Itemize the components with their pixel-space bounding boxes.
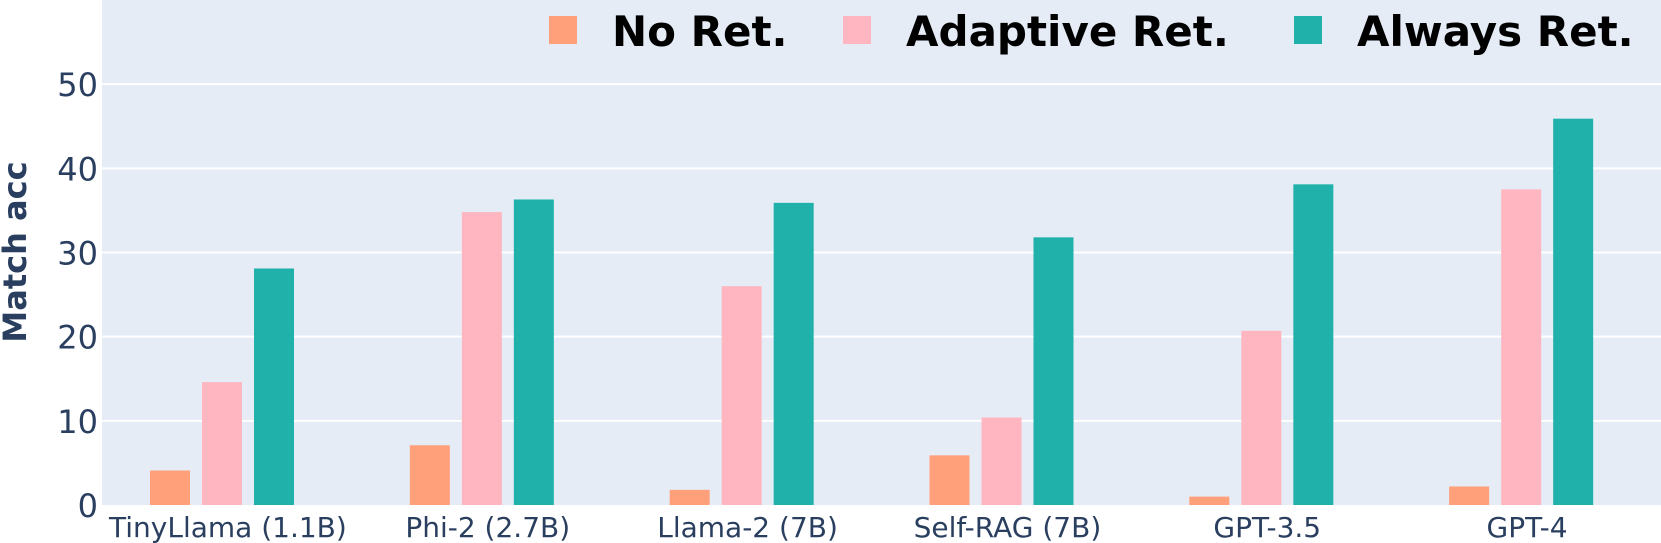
x-tick-label: TinyLlama (1.1B) (108, 511, 347, 543)
y-tick-label: 20 (57, 319, 98, 357)
x-tick-label: GPT-3.5 (1213, 511, 1321, 543)
legend-swatch (843, 16, 871, 44)
bar (513, 199, 554, 505)
bar (1241, 330, 1282, 505)
bar (254, 268, 294, 505)
bar (409, 445, 450, 505)
bar (981, 417, 1022, 505)
bar (202, 382, 242, 505)
y-axis-title: Match acc (0, 161, 34, 342)
x-tick-label: Self-RAG (7B) (914, 511, 1102, 543)
legend-item[interactable]: Adaptive Ret. (843, 7, 1229, 56)
bar (1449, 486, 1490, 505)
y-tick-label: 0 (78, 487, 98, 525)
legend[interactable]: No Ret. Adaptive Ret. Always Ret. (549, 7, 1634, 56)
legend-label: No Ret. (612, 7, 788, 56)
legend-swatch (1294, 16, 1322, 44)
bar (150, 470, 190, 505)
x-tick-labels: TinyLlama (1.1B) Phi-2 (2.7B) Llama-2 (7B)… (108, 511, 1568, 543)
gridlines (102, 83, 1661, 422)
legend-item[interactable]: No Ret. (549, 7, 788, 56)
y-tick-label: 10 (57, 403, 98, 441)
bar (461, 212, 502, 505)
bar (1553, 118, 1594, 506)
y-tick-label: 30 (57, 235, 98, 273)
bar (1293, 184, 1334, 505)
y-tick-label: 50 (57, 66, 98, 104)
legend-label: Adaptive Ret. (906, 7, 1229, 56)
bar (1501, 189, 1542, 505)
bar (721, 286, 762, 505)
y-tick-labels: 0 10 20 30 40 50 (57, 66, 98, 525)
x-tick-label: Llama-2 (7B) (657, 511, 838, 543)
bars (150, 118, 1594, 506)
bar (1189, 496, 1230, 505)
bar (1033, 237, 1074, 505)
legend-item[interactable]: Always Ret. (1294, 7, 1634, 56)
x-tick-label: Phi-2 (2.7B) (405, 511, 570, 543)
bar (669, 489, 710, 505)
x-tick-label: GPT-4 (1487, 511, 1568, 543)
y-tick-label: 40 (57, 150, 98, 188)
legend-swatch (549, 16, 577, 44)
bar (773, 202, 814, 505)
bar (929, 455, 970, 505)
legend-label: Always Ret. (1357, 7, 1634, 56)
